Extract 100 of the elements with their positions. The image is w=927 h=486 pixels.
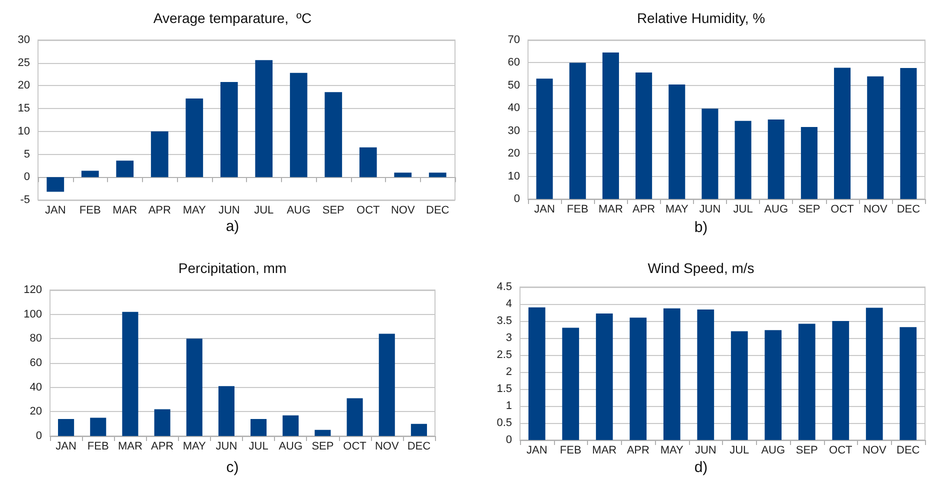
x-tick-label: MAR (598, 204, 623, 216)
bar (186, 98, 204, 178)
x-tick-label: AUG (278, 440, 303, 452)
x-tick-label: NOV (863, 204, 888, 216)
x-tick-label: JUN (694, 444, 716, 456)
bar (663, 308, 680, 440)
x-tick-label: JUN (216, 440, 238, 452)
x-tick-label: JUL (730, 444, 750, 456)
y-tick-label: 40 (30, 381, 42, 394)
x-tick-label: AUG (761, 444, 786, 456)
x-tick-label: APR (150, 440, 174, 452)
bar (900, 68, 917, 199)
x-tick-label: MAY (660, 444, 684, 456)
y-tick-label: 3.5 (496, 315, 512, 327)
bar (116, 160, 134, 178)
bar (346, 398, 363, 436)
y-tick-label: 10 (18, 125, 30, 138)
bar (324, 92, 342, 178)
bar (122, 312, 138, 436)
x-tick-label: APR (632, 204, 656, 216)
y-tick-label: 30 (18, 34, 30, 46)
y-tick-label: 0 (514, 193, 520, 205)
bar (90, 418, 106, 436)
bar (150, 131, 168, 178)
x-tick-label: JUL (254, 204, 274, 216)
x-tick-label: AUG (286, 204, 311, 216)
bar (596, 314, 613, 440)
bar (636, 72, 652, 199)
bar (668, 84, 686, 199)
x-tick-label: NOV (390, 204, 416, 216)
x-tick-label: APR (626, 444, 650, 456)
y-tick-label: 0 (24, 171, 30, 184)
bar (697, 309, 714, 440)
y-tick-label: 15 (18, 102, 30, 115)
y-tick-label: 3 (506, 332, 512, 344)
x-tick-label: FEB (87, 440, 109, 452)
x-tick-label: MAY (182, 204, 207, 216)
y-tick-label: 4 (506, 298, 512, 310)
y-tick-label: 0 (506, 434, 512, 446)
y-tick-label: 1.5 (496, 383, 512, 395)
bar (218, 386, 234, 436)
y-tick-label: 100 (24, 308, 42, 320)
bar (282, 415, 299, 436)
y-tick-label: 2 (506, 366, 512, 378)
x-tick-label: JAN (56, 440, 76, 452)
y-tick-label: 80 (30, 332, 42, 345)
bar (630, 318, 647, 440)
x-tick-label: APR (148, 204, 171, 216)
y-tick-label: 0 (36, 430, 42, 442)
bar (359, 147, 377, 178)
bar (81, 170, 99, 178)
x-tick-label: OCT (356, 204, 380, 216)
y-tick-label: 70 (508, 34, 520, 46)
bar (602, 52, 619, 199)
y-tick-label: 40 (508, 102, 520, 114)
bar (314, 430, 331, 436)
x-tick-label: JAN (534, 204, 555, 216)
x-tick-label: DEC (407, 440, 431, 452)
x-tick-label: MAY (665, 204, 690, 216)
y-tick-label: -5 (20, 194, 30, 206)
text: c) (226, 459, 239, 476)
bar (569, 62, 586, 199)
y-tick-label: 60 (30, 357, 42, 369)
bar (866, 308, 883, 440)
x-tick-label: NOV (862, 444, 887, 456)
bar (290, 72, 308, 178)
y-tick-label: 1 (506, 400, 512, 412)
text: d) (694, 459, 708, 476)
y-tick-label: 5 (24, 148, 30, 160)
x-tick-label: AUG (764, 204, 788, 216)
x-tick-label: JAN (526, 444, 548, 456)
chart-title: Wind Speed, m/s (648, 260, 754, 276)
x-tick-label: OCT (829, 444, 853, 456)
y-tick-label: 10 (508, 170, 520, 182)
text: b) (694, 219, 708, 236)
bar (900, 327, 917, 440)
y-tick-label: 4.5 (496, 281, 512, 293)
bar (250, 418, 267, 436)
x-tick-label: MAR (112, 204, 138, 216)
y-tick-label: 20 (18, 80, 30, 92)
y-tick-label: 30 (508, 124, 520, 137)
x-tick-label: MAY (182, 440, 207, 452)
bar (46, 177, 64, 192)
bar (410, 424, 427, 436)
bar (832, 321, 850, 440)
y-tick-label: 20 (30, 406, 42, 418)
bar (536, 78, 553, 199)
bar (730, 331, 748, 440)
bar (255, 60, 273, 178)
x-tick-label: FEB (560, 444, 582, 456)
bar (58, 418, 74, 436)
chart-title: Average temparature, ºC (153, 10, 312, 26)
bar (798, 324, 816, 440)
bar (220, 82, 238, 178)
x-tick-label: OCT (343, 440, 367, 452)
x-tick-label: JUL (248, 440, 268, 452)
bar (768, 120, 784, 199)
x-tick-label: DEC (426, 204, 450, 216)
text: a) (226, 218, 240, 235)
x-tick-label: OCT (830, 204, 854, 216)
